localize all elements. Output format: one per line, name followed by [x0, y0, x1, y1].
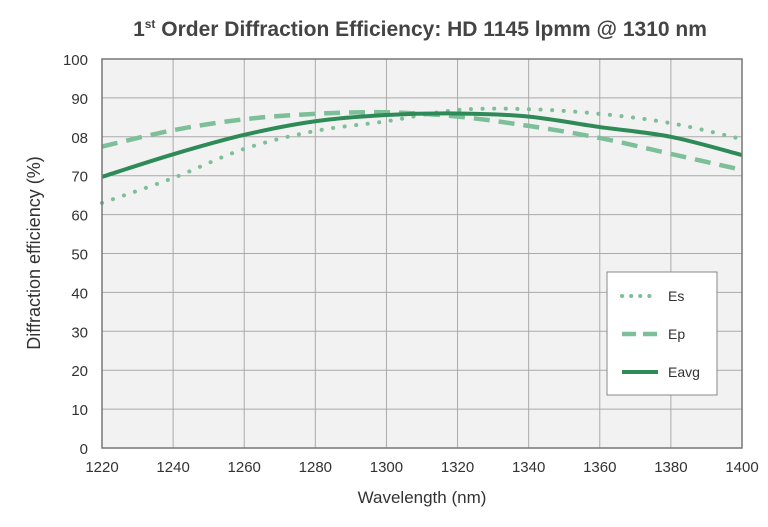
chart-title: 1st Order Diffraction Efficiency: HD 114…	[133, 17, 707, 41]
y-tick-label: 50	[71, 247, 88, 264]
y-tick-label: 0	[80, 441, 88, 458]
legend: Es Ep Eavg	[606, 271, 718, 396]
y-tick-label: 90	[71, 91, 88, 108]
y-tick-label: 30	[71, 324, 88, 341]
x-axis-label: Wavelength (nm)	[358, 488, 487, 507]
y-tick-label: 70	[71, 169, 88, 186]
y-tick-label: 40	[71, 285, 88, 302]
series-lines	[100, 106, 744, 205]
legend-label: Ep	[668, 326, 685, 342]
y-tick-label: 60	[71, 208, 88, 225]
series-line-ep	[101, 109, 743, 173]
x-tick-label: 1260	[228, 459, 261, 476]
x-tick-label: 1360	[583, 459, 616, 476]
y-tick-label: 10	[71, 402, 88, 419]
x-axis-ticks: 1220 1240 1260 1280 1300 1320 1340 1360 1380 1400	[85, 459, 758, 476]
plot-border	[101, 58, 743, 449]
legend-label: Es	[668, 288, 684, 304]
x-tick-label: 1340	[512, 459, 545, 476]
x-tick-label: 1380	[654, 459, 687, 476]
x-tick-label: 1280	[299, 459, 332, 476]
legend-label: Eavg	[668, 364, 700, 380]
x-tick-label: 1300	[370, 459, 403, 476]
series-line-eavg	[101, 111, 743, 179]
y-axis-label: Diffraction efficiency (%)	[24, 156, 44, 349]
x-tick-label: 1220	[85, 459, 118, 476]
y-axis-ticks: 0 10 20 30 40 50 60 70 08 90 100	[63, 52, 88, 458]
y-tick-label: 08	[71, 130, 88, 147]
y-tick-label: 100	[63, 52, 88, 69]
y-tick-label: 20	[71, 363, 88, 380]
x-tick-label: 1240	[156, 459, 189, 476]
x-tick-label: 1400	[725, 459, 758, 476]
x-tick-label: 1320	[441, 459, 474, 476]
